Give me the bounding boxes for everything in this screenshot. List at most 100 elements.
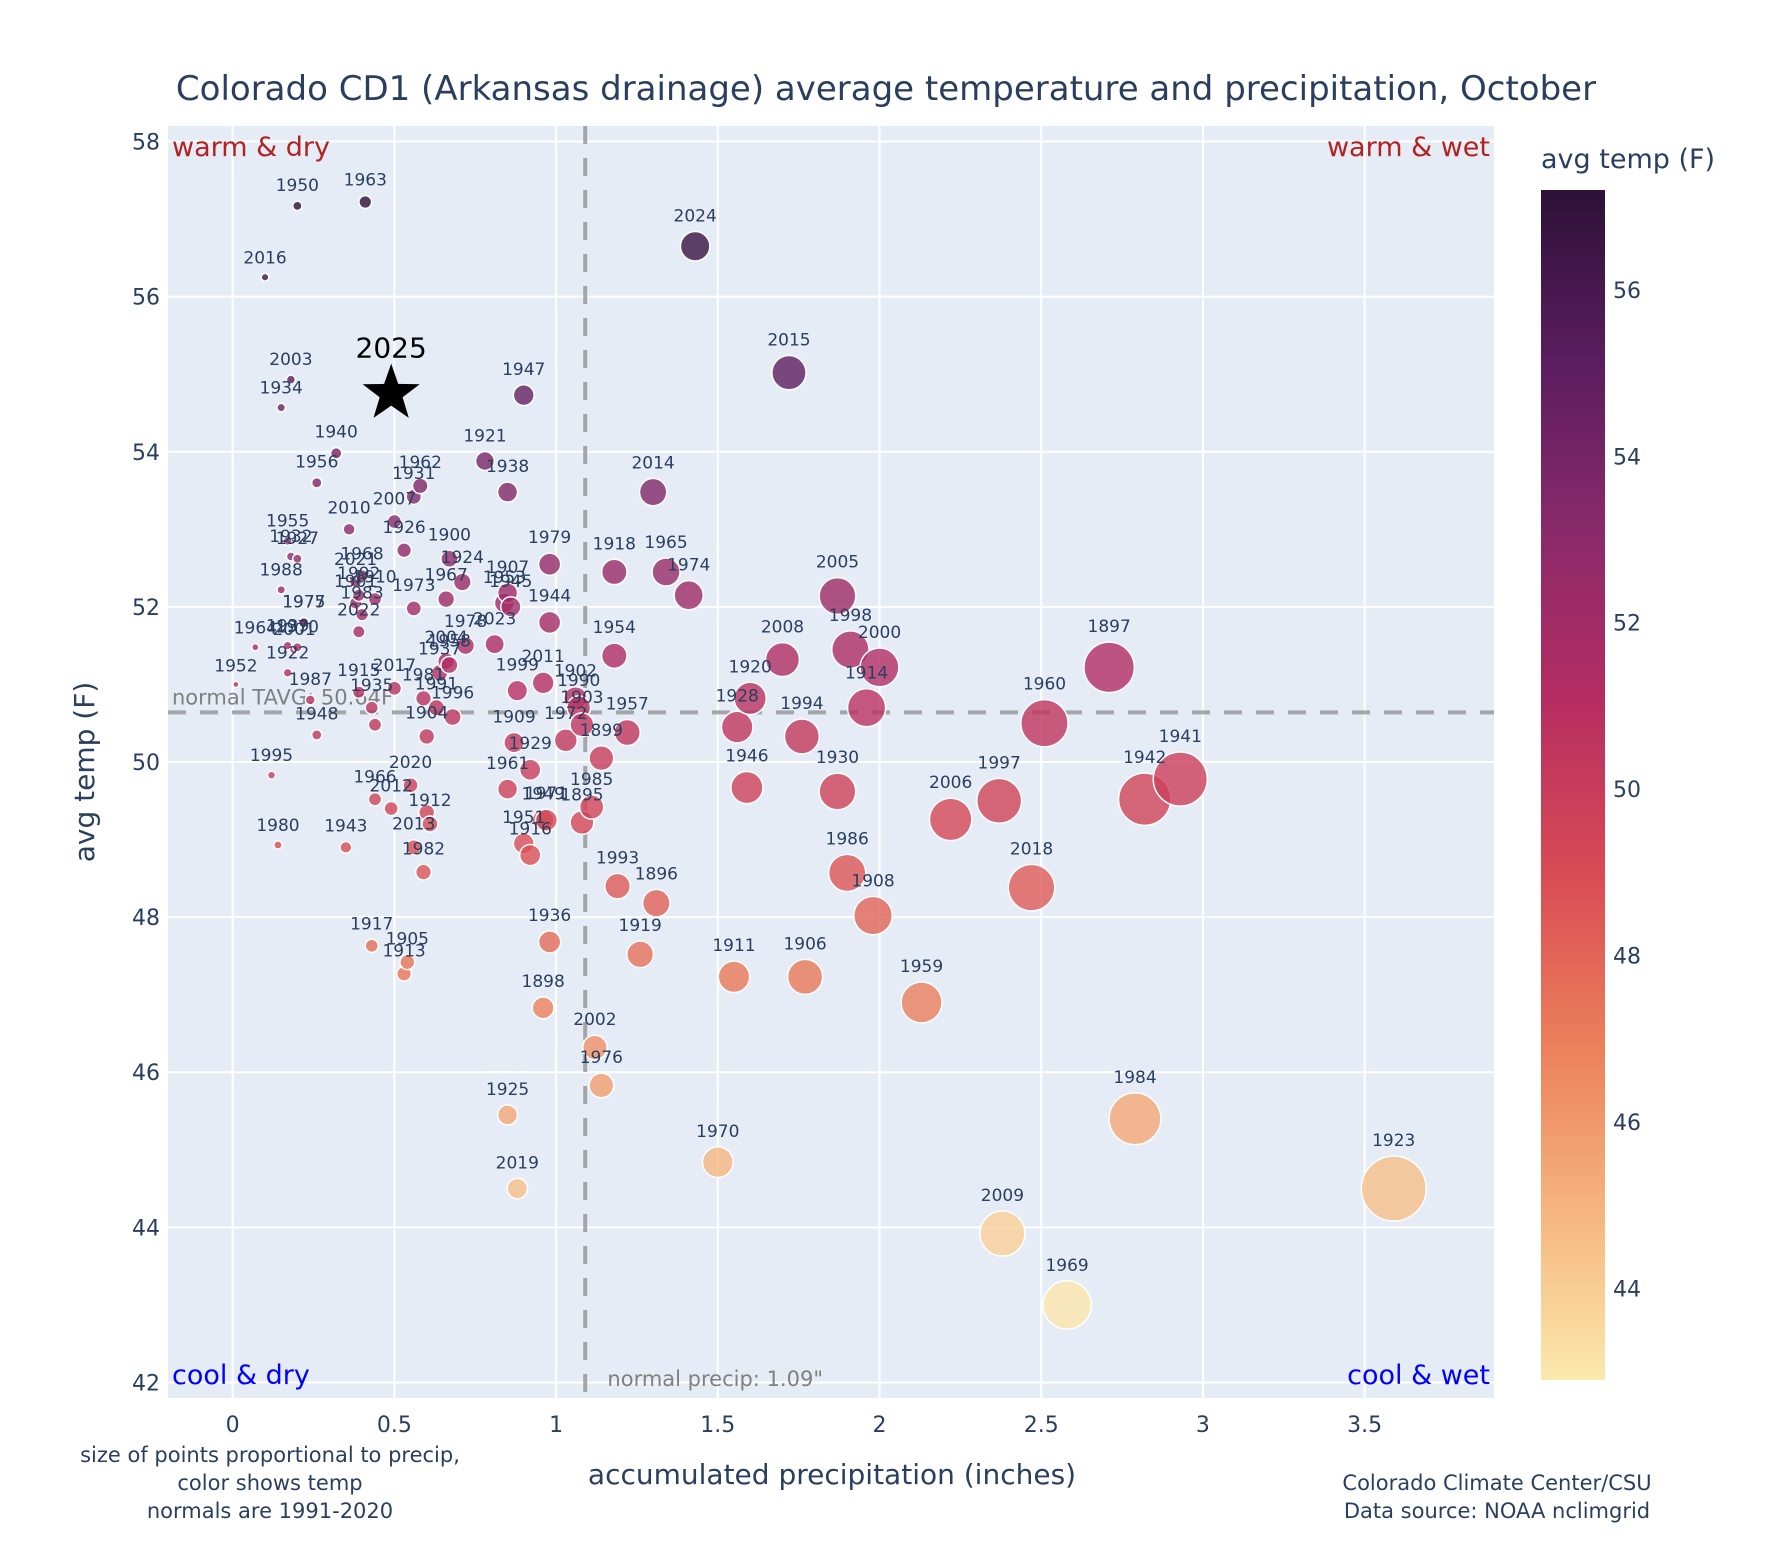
data-point <box>518 843 542 867</box>
data-label: 1967 <box>425 566 468 586</box>
data-label: 2009 <box>981 1186 1024 1206</box>
data-label: 1932 <box>269 527 312 547</box>
data-label: 1956 <box>295 453 338 473</box>
data-point <box>386 513 403 530</box>
data-label: 2001 <box>272 620 315 640</box>
quadrant-label-cool-dry: cool & dry <box>172 1360 310 1391</box>
data-point <box>928 797 973 842</box>
data-point <box>578 794 605 820</box>
data-label: 1942 <box>1123 748 1166 768</box>
normal-precip-label: normal precip: 1.09" <box>607 1367 823 1391</box>
data-label: 1986 <box>826 829 869 849</box>
data-label: 1991 <box>415 675 458 695</box>
data-point <box>859 647 900 688</box>
data-point <box>771 354 807 391</box>
data-label: 1974 <box>667 556 710 576</box>
y-tick-label: 54 <box>132 441 160 466</box>
data-label: 1937 <box>418 640 461 660</box>
colorbar-gradient <box>1541 190 1605 1380</box>
data-label: 1961 <box>486 754 529 774</box>
data-label: 2007 <box>373 489 416 509</box>
data-label: 1955 <box>266 512 309 532</box>
quadrant-label-cool-wet: cool & wet <box>1347 1360 1490 1391</box>
credit-line2: Data source: NOAA nclimgrid <box>1344 1499 1650 1523</box>
data-label: 1977 <box>282 593 325 613</box>
data-label: 1903 <box>560 688 603 708</box>
data-label: 2000 <box>858 623 901 643</box>
data-point <box>276 584 287 595</box>
size-note-line3: normals are 1991-2020 <box>147 1499 393 1523</box>
data-point <box>979 1210 1026 1257</box>
credit-line1: Colorado Climate Center/CSU <box>1342 1471 1651 1495</box>
data-label: 1907 <box>486 558 529 578</box>
data-point <box>830 630 870 669</box>
data-point <box>818 772 857 811</box>
data-point <box>474 450 496 472</box>
data-point <box>581 1034 608 1061</box>
data-label: 1973 <box>392 576 435 596</box>
data-label: 1908 <box>851 871 894 891</box>
data-label: 1999 <box>496 655 539 675</box>
data-label: 1944 <box>528 586 571 606</box>
data-label: 2005 <box>816 553 859 573</box>
data-label: 1953 <box>483 568 526 588</box>
data-point <box>291 641 303 653</box>
data-label: 2021 <box>334 550 377 570</box>
data-point <box>553 728 578 753</box>
data-point <box>414 689 433 707</box>
data-point <box>673 579 705 611</box>
size-note-line2: color shows temp <box>177 1471 362 1495</box>
data-label: 1950 <box>276 176 319 196</box>
data-label: 1960 <box>1023 675 1066 695</box>
chart-title: Colorado CD1 (Arkansas drainage) average… <box>176 69 1596 109</box>
data-label: 2024 <box>674 206 717 226</box>
x-tick-label: 3 <box>1196 1413 1210 1438</box>
data-point <box>506 679 529 702</box>
data-point <box>733 681 768 716</box>
x-tick-label: 1.5 <box>700 1413 735 1438</box>
data-label: 1924 <box>441 548 484 568</box>
data-point <box>414 863 433 881</box>
data-label: 2015 <box>767 331 810 351</box>
data-point <box>503 731 525 754</box>
data-label: 2020 <box>389 753 432 773</box>
data-point <box>355 568 370 583</box>
data-point <box>405 838 423 856</box>
data-label: 1902 <box>554 662 597 682</box>
data-label: 1913 <box>382 941 425 961</box>
data-label: 1939 <box>266 616 309 636</box>
data-point <box>534 808 559 832</box>
data-label: 1930 <box>816 748 859 768</box>
data-point <box>339 840 353 854</box>
data-label: 1946 <box>725 747 768 767</box>
data-point <box>355 607 370 622</box>
data-label: 1925 <box>486 1080 529 1100</box>
data-point <box>975 777 1023 824</box>
data-label: 1912 <box>408 791 451 811</box>
y-tick-label: 42 <box>132 1371 160 1396</box>
data-point <box>600 558 628 586</box>
quadrant-labels: warm & dry warm & wet cool & dry cool & wet <box>172 132 1490 1391</box>
data-point <box>1007 863 1056 912</box>
data-point <box>342 522 356 537</box>
data-point <box>496 778 519 800</box>
data-label: 2004 <box>425 628 468 648</box>
data-label: 1962 <box>399 453 442 473</box>
data-label: 1922 <box>266 643 309 663</box>
data-label: 1919 <box>619 916 662 936</box>
data-label: 1970 <box>276 618 319 638</box>
colorbar-tick-label: 56 <box>1613 279 1641 304</box>
data-point <box>358 194 373 210</box>
data-label: 1940 <box>315 423 358 443</box>
data-label: 1992 <box>337 564 380 584</box>
data-label: 1987 <box>289 670 332 690</box>
data-label: 2006 <box>929 773 972 793</box>
data-label: 1915 <box>337 661 380 681</box>
data-point <box>329 446 343 460</box>
y-tick-labels: 42 44 46 48 50 52 54 56 58 <box>132 131 160 1397</box>
data-label: 1959 <box>900 957 943 977</box>
data-point <box>531 996 555 1020</box>
data-label: 2023 <box>473 609 516 629</box>
colorbar: 44 46 48 50 52 54 56 avg temp (F) <box>1541 144 1715 1380</box>
